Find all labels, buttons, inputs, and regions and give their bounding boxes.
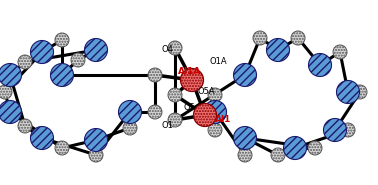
Circle shape	[89, 148, 103, 162]
Circle shape	[18, 55, 32, 69]
Circle shape	[203, 100, 226, 124]
Circle shape	[51, 63, 73, 87]
Text: O1: O1	[162, 120, 174, 130]
Circle shape	[181, 68, 203, 92]
Text: O1A: O1A	[210, 58, 228, 66]
Circle shape	[234, 63, 257, 87]
Circle shape	[271, 148, 285, 162]
Circle shape	[18, 119, 32, 133]
Circle shape	[194, 103, 217, 127]
Circle shape	[71, 53, 85, 67]
Circle shape	[0, 100, 22, 124]
Circle shape	[168, 88, 182, 102]
Circle shape	[291, 31, 305, 45]
Circle shape	[208, 88, 222, 102]
Circle shape	[148, 68, 162, 82]
Circle shape	[85, 129, 107, 152]
Text: O4: O4	[162, 46, 174, 55]
Circle shape	[266, 38, 290, 61]
Circle shape	[0, 63, 22, 87]
Circle shape	[324, 119, 347, 142]
Circle shape	[55, 33, 69, 47]
Circle shape	[55, 141, 69, 155]
Circle shape	[353, 85, 367, 99]
Circle shape	[118, 100, 141, 124]
Text: Al1: Al1	[215, 115, 231, 125]
Circle shape	[31, 41, 54, 63]
Circle shape	[148, 105, 162, 119]
Circle shape	[336, 80, 359, 103]
Circle shape	[31, 127, 54, 149]
Circle shape	[208, 123, 222, 137]
Circle shape	[168, 113, 182, 127]
Circle shape	[0, 85, 12, 99]
Circle shape	[341, 123, 355, 137]
Circle shape	[123, 121, 137, 135]
Circle shape	[284, 137, 307, 159]
Circle shape	[308, 141, 322, 155]
Circle shape	[238, 148, 252, 162]
Circle shape	[168, 41, 182, 55]
Circle shape	[234, 127, 257, 149]
Circle shape	[333, 45, 347, 59]
Circle shape	[308, 53, 332, 77]
Text: O5A: O5A	[198, 88, 215, 97]
Text: O5: O5	[183, 102, 195, 112]
Text: Al1A: Al1A	[178, 68, 201, 77]
Circle shape	[85, 38, 107, 61]
Circle shape	[253, 31, 267, 45]
